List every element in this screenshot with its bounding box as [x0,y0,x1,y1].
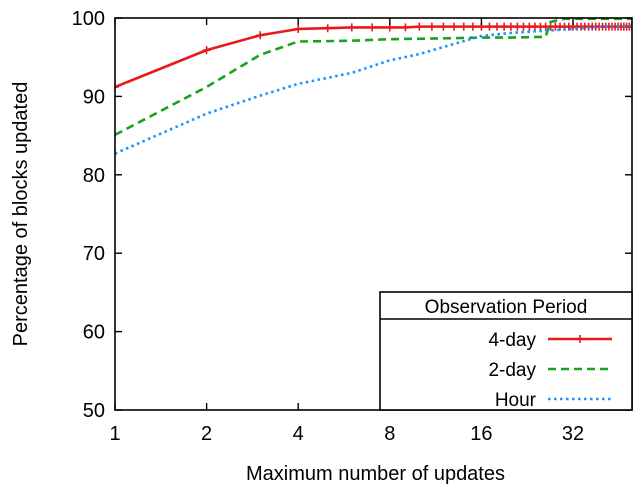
data-point-marker [368,23,377,32]
legend-marker [576,335,584,343]
legend-label-4-day: 4-day [488,330,536,351]
y-tick-label: 80 [83,165,105,187]
y-tick-label: 70 [83,243,105,265]
legend-label-2-day: 2-day [488,360,536,381]
x-tick-label: 1 [109,423,120,445]
series-layer [115,17,632,155]
data-point-marker [468,22,477,31]
series-2-day [115,17,632,136]
series-Hour [115,24,632,155]
data-point-marker [500,22,509,31]
data-point-marker [459,22,468,31]
x-tick-label: 8 [384,423,395,445]
series-line [115,24,632,155]
series-line [115,25,632,89]
y-axis-label: Percentage of blocks updated [10,82,32,347]
y-tick-label: 90 [83,86,105,108]
data-point-marker [427,22,436,31]
legend: Observation Period 4-day 2-day Hour [379,291,633,411]
data-point-marker [401,23,410,32]
x-tick-label: 16 [470,423,492,445]
data-point-marker [439,22,448,31]
data-point-marker [415,22,424,31]
x-axis-label: Maximum number of updates [246,463,505,485]
legend-label-Hour: Hour [495,390,537,411]
legend-box [379,291,633,411]
data-point-marker [485,22,494,31]
x-tick-label: 2 [201,423,212,445]
data-point-marker [115,82,119,91]
x-tick-label: 4 [293,423,304,445]
data-point-marker [294,24,303,33]
data-point-marker [202,46,211,55]
y-tick-label: 100 [72,8,105,30]
data-point-marker [347,23,356,32]
data-point-marker [256,31,265,40]
axes: 50 60 70 80 90 100 1 2 4 8 16 32 Maximum number of u… [10,8,633,485]
legend-title: Observation Period [425,297,588,318]
y-tick-label: 60 [83,322,105,344]
y-tick-label: 50 [83,400,105,422]
data-point-marker [449,22,458,31]
series-4-day [115,22,632,91]
data-point-marker [492,22,501,31]
data-point-marker [323,24,332,33]
series-line [115,17,632,136]
x-tick-label: 32 [562,423,584,445]
plot-frame [114,17,633,411]
